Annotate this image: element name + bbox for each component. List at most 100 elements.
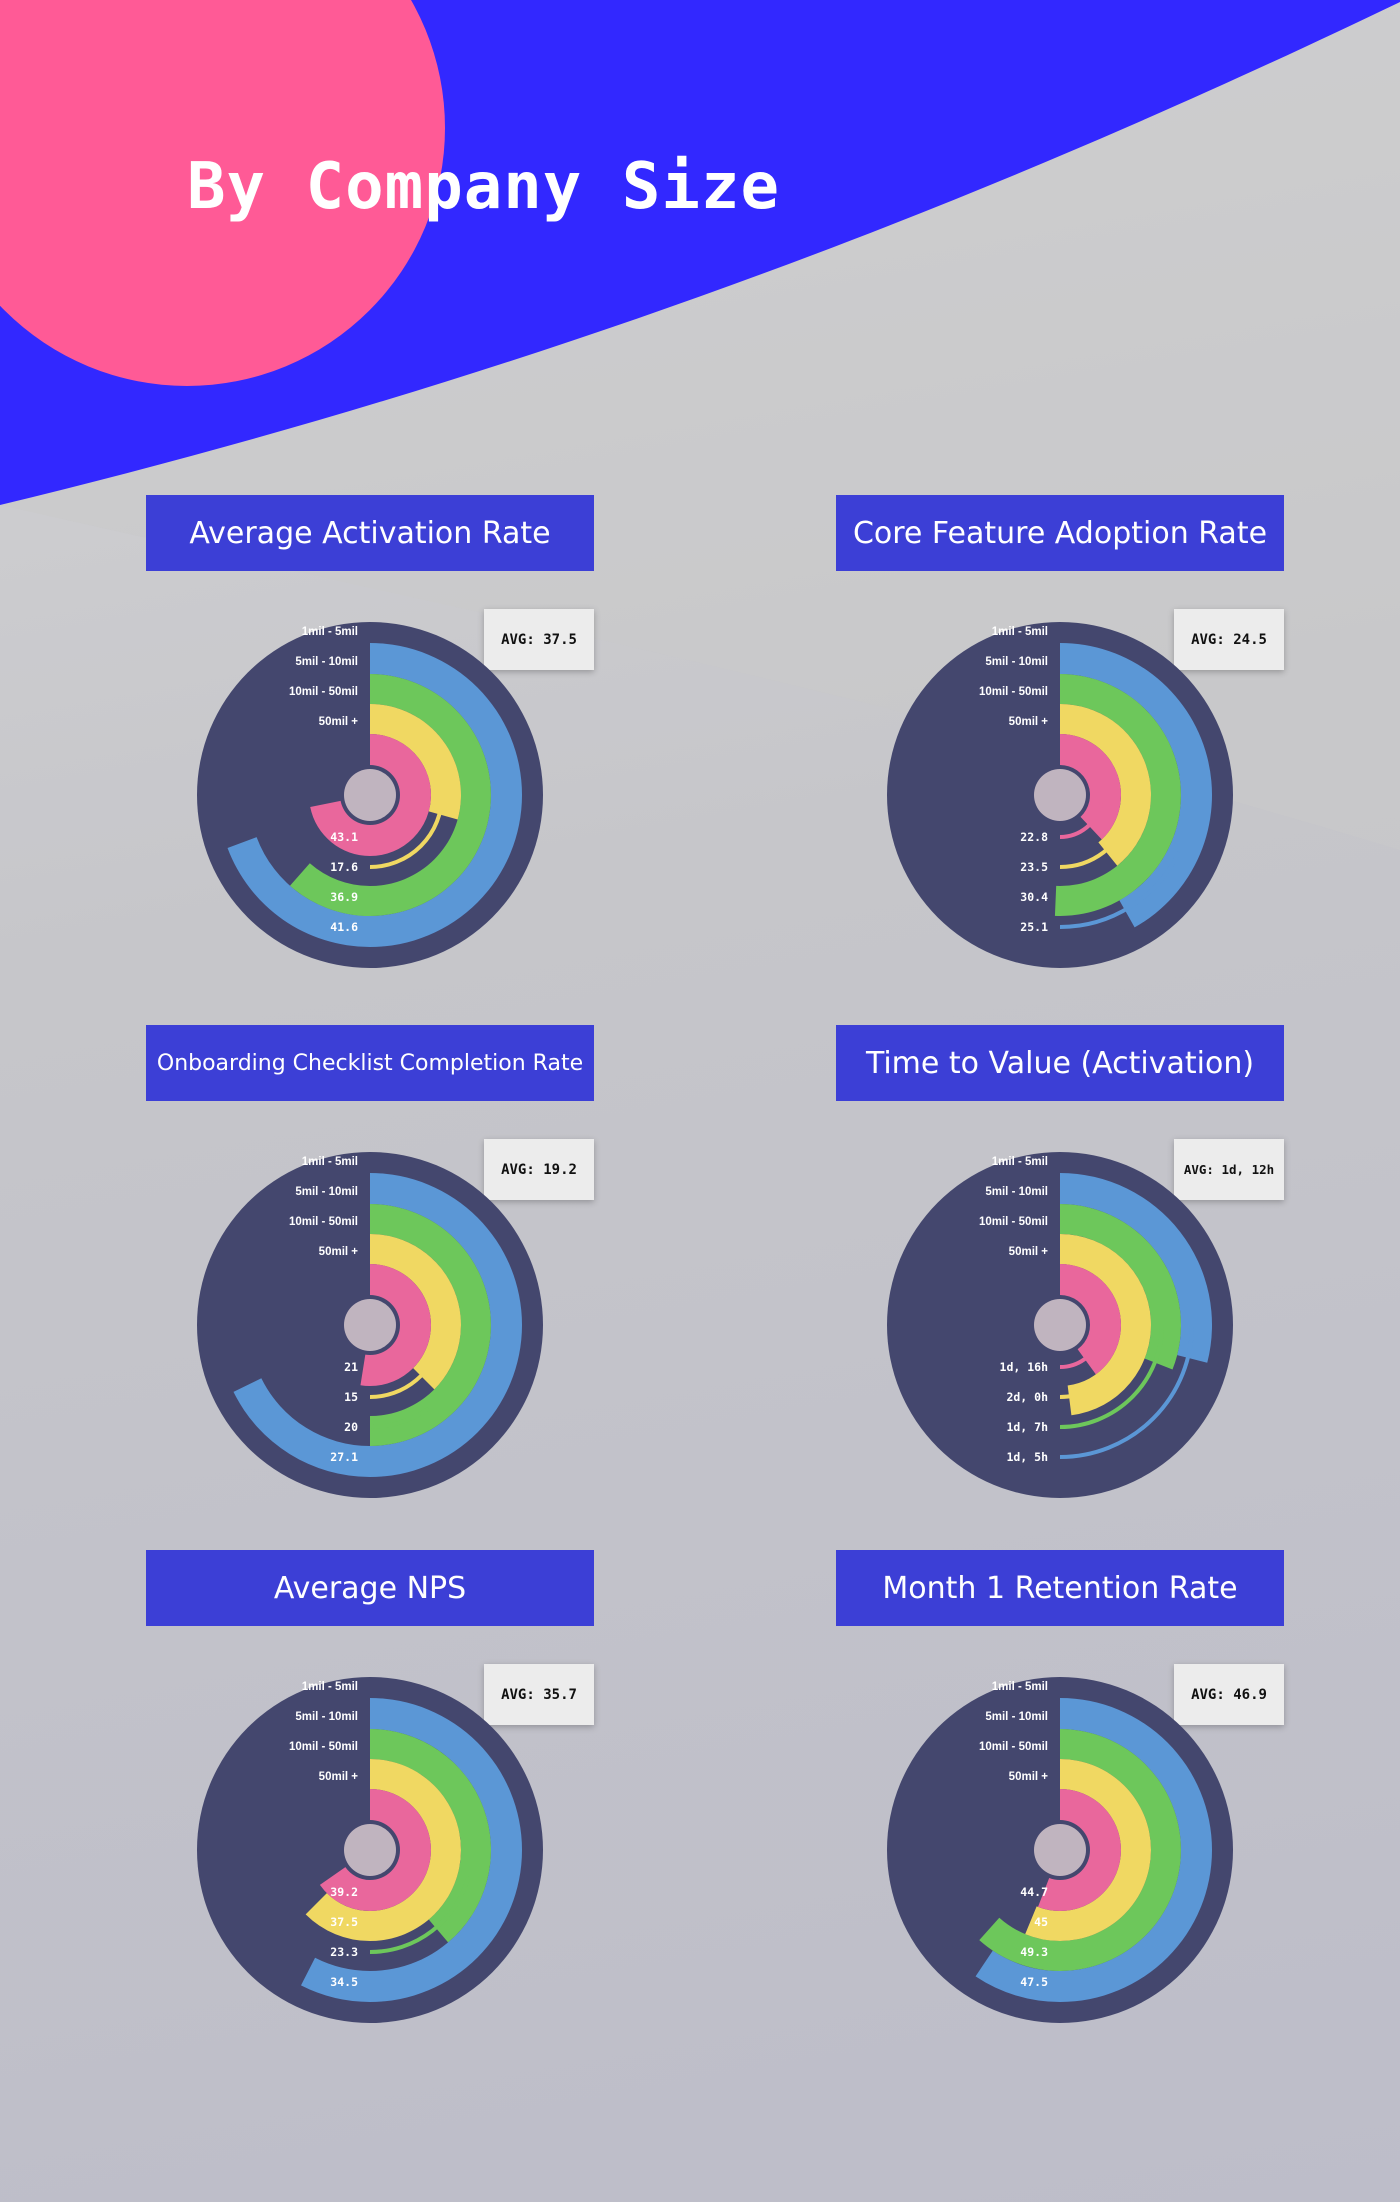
value-label: 36.9 xyxy=(330,890,358,904)
bar-band-1 xyxy=(1060,1204,1181,1370)
category-label: 1mil - 5mil xyxy=(302,1156,358,1168)
bar-band-3 xyxy=(370,1789,431,1911)
category-label: 50mil + xyxy=(319,716,359,728)
value-label: 39.2 xyxy=(330,1885,358,1899)
bar-band-extra-1 xyxy=(1054,885,1060,916)
category-label: 10mil - 50mil xyxy=(979,1216,1048,1228)
bar-band-0 xyxy=(370,643,522,947)
chart-title: Time to Value (Activation) xyxy=(836,1025,1284,1101)
category-label: 5mil - 10mil xyxy=(295,1186,358,1198)
bar-band-extra-0 xyxy=(975,1950,1060,2002)
value-label: 1d, 16h xyxy=(1000,1360,1049,1374)
value-leader-3 xyxy=(1059,1337,1102,1369)
category-label: 50mil + xyxy=(1009,716,1049,728)
bar-band-1 xyxy=(1060,1729,1181,1971)
category-label: 50mil + xyxy=(319,1771,359,1783)
category-label: 10mil - 50mil xyxy=(979,686,1048,698)
category-label: 1mil - 5mil xyxy=(992,1156,1048,1168)
bar-band-extra-3 xyxy=(1037,1877,1060,1911)
chart-hub xyxy=(1034,1299,1086,1351)
value-leader-1 xyxy=(369,1875,471,1954)
value-label: 23.5 xyxy=(1020,860,1048,874)
chart-hub xyxy=(1034,1824,1086,1876)
chart-title: Average Activation Rate xyxy=(146,495,594,571)
value-label: 30.4 xyxy=(1020,890,1048,904)
value-label: 45 xyxy=(1034,1915,1048,1929)
bar-band-1 xyxy=(1060,674,1181,916)
category-label: 5mil - 10mil xyxy=(295,656,358,668)
value-label: 22.8 xyxy=(1020,830,1048,844)
chart-average-activation-rate: Average Activation Rate AVG: 37.5 1mil -… xyxy=(140,495,600,995)
category-label: 50mil + xyxy=(319,1246,359,1258)
value-leader-0 xyxy=(1059,851,1181,929)
bar-band-3 xyxy=(1060,1789,1121,1911)
chart-core-feature-adoption-rate: Core Feature Adoption Rate AVG: 24.5 1mi… xyxy=(830,495,1290,995)
bar-band-extra-2 xyxy=(1025,1906,1060,1941)
chart-title: Month 1 Retention Rate xyxy=(836,1550,1284,1626)
chart-hub xyxy=(344,1824,396,1876)
chart-month-1-retention-rate: Month 1 Retention Rate AVG: 46.9 1mil - … xyxy=(830,1550,1290,2050)
category-label: 5mil - 10mil xyxy=(295,1711,358,1723)
category-label: 50mil + xyxy=(1009,1771,1049,1783)
avg-badge: AVG: 46.9 xyxy=(1174,1664,1284,1725)
category-label: 1mil - 5mil xyxy=(302,1681,358,1693)
category-label: 5mil - 10mil xyxy=(985,656,1048,668)
bar-band-3 xyxy=(370,1264,431,1386)
category-label: 5mil - 10mil xyxy=(985,1186,1048,1198)
value-label: 1d, 5h xyxy=(1006,1450,1048,1464)
bar-band-0 xyxy=(370,1698,522,2002)
chart-time-to-value-activation: Time to Value (Activation) AVG: 1d, 12h … xyxy=(830,1025,1290,1525)
category-label: 50mil + xyxy=(1009,1246,1049,1258)
value-label: 37.5 xyxy=(330,1915,358,1929)
radial-bar-chart: 1mil - 5mil 5mil - 10mil 10mil - 50mil 50mi… xyxy=(887,1152,1233,1498)
avg-badge: AVG: 24.5 xyxy=(1174,609,1284,670)
value-leader-2 xyxy=(369,1337,443,1399)
value-label: 41.6 xyxy=(330,920,358,934)
value-label: 49.3 xyxy=(1020,1945,1048,1959)
value-label: 23.3 xyxy=(330,1945,358,1959)
value-leader-2 xyxy=(1059,814,1132,869)
category-label: 1mil - 5mil xyxy=(992,626,1048,638)
bar-band-extra-0 xyxy=(227,837,370,947)
value-leader-1 xyxy=(1059,1324,1164,1429)
bar-band-extra-0 xyxy=(300,1957,370,2002)
bar-band-2 xyxy=(370,1759,461,1941)
category-label: 5mil - 10mil xyxy=(985,1711,1048,1723)
bar-band-3 xyxy=(1060,734,1121,840)
bar-band-0 xyxy=(1060,1173,1212,1363)
bar-band-extra-1 xyxy=(979,1917,1060,1971)
value-label: 27.1 xyxy=(330,1450,358,1464)
value-label: 17.6 xyxy=(330,860,358,874)
radial-bar-chart: 1mil - 5mil 5mil - 10mil 10mil - 50mil 50mi… xyxy=(197,1152,543,1498)
radial-bar-chart: 1mil - 5mil 5mil - 10mil 10mil - 50mil 50mi… xyxy=(887,1677,1233,2023)
chart-title: Average NPS xyxy=(146,1550,594,1626)
radial-bar-chart: 1mil - 5mil 5mil - 10mil 10mil - 50mil 50mi… xyxy=(197,1677,543,2023)
bar-band-extra-2 xyxy=(305,1893,370,1941)
bar-band-3 xyxy=(370,734,431,856)
bar-band-0 xyxy=(1060,643,1212,928)
bar-band-2 xyxy=(1060,1759,1151,1941)
category-label: 10mil - 50mil xyxy=(289,1216,358,1228)
value-label: 47.5 xyxy=(1020,1975,1048,1989)
avg-badge: AVG: 35.7 xyxy=(484,1664,594,1725)
value-label: 43.1 xyxy=(330,830,358,844)
bar-band-1 xyxy=(370,674,491,916)
bar-band-3 xyxy=(1060,1264,1121,1375)
value-label: 34.5 xyxy=(330,1975,358,1989)
avg-badge: AVG: 19.2 xyxy=(484,1139,594,1200)
bar-band-1 xyxy=(370,1204,491,1446)
chart-hub xyxy=(1034,769,1086,821)
chart-hub xyxy=(344,769,396,821)
bar-band-extra-3 xyxy=(360,1354,370,1386)
radial-bar-chart: 1mil - 5mil 5mil - 10mil 10mil - 50mil 50mi… xyxy=(197,622,543,968)
page-title: By Company Size xyxy=(187,150,780,224)
avg-badge: AVG: 37.5 xyxy=(484,609,594,670)
bar-band-0 xyxy=(1060,1698,1212,2002)
bar-band-2 xyxy=(370,704,462,820)
bar-band-extra-3 xyxy=(319,1867,370,1911)
chart-average-nps: Average NPS AVG: 35.7 1mil - 5mil 5mil - … xyxy=(140,1550,600,2050)
value-leader-0 xyxy=(1059,1324,1194,1459)
bar-band-0 xyxy=(370,1173,522,1477)
value-leader-2 xyxy=(1059,1376,1110,1399)
value-label: 20 xyxy=(344,1420,358,1434)
